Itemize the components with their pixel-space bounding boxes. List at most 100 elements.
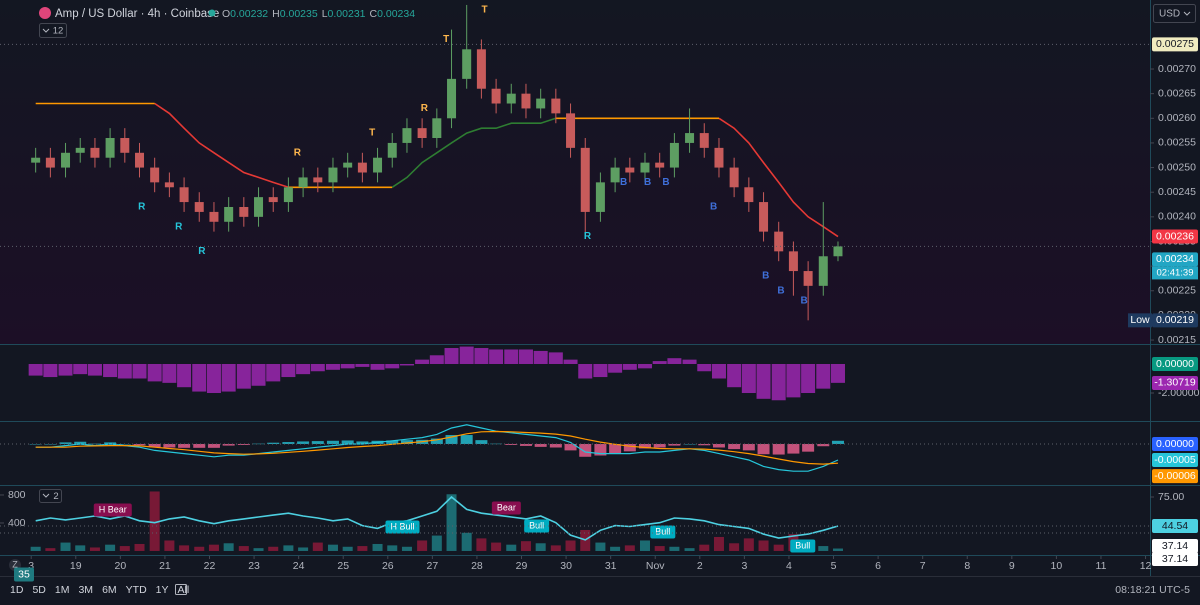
range-button[interactable]: 1Y [156, 584, 169, 596]
macd-bar [311, 441, 324, 444]
range-button[interactable]: 5D [32, 584, 46, 596]
macd-bar [772, 443, 785, 455]
histogram-bar [310, 363, 325, 372]
histogram-bar [830, 363, 845, 383]
range-button[interactable]: 6M [102, 584, 117, 596]
divergence-label: Bull [795, 540, 810, 550]
range-button[interactable]: 3M [78, 584, 93, 596]
histogram-bar [266, 363, 281, 382]
value-badge [1152, 452, 1198, 467]
volume-bar [446, 494, 457, 551]
volume-bar [105, 544, 116, 551]
histogram-bar [593, 363, 608, 378]
volume-bar [491, 542, 502, 551]
volume-bar [268, 546, 279, 551]
range-button[interactable]: 1D [10, 584, 24, 596]
candle-body [432, 118, 442, 139]
candle-body [685, 133, 695, 143]
x-tick-label: 26 [382, 560, 394, 572]
x-tick-label: 22 [204, 560, 216, 572]
range-button[interactable]: YTD [126, 584, 147, 596]
ohlc: O0.00232 H0.00235 L0.00231 C0.00234 [222, 8, 415, 20]
value-badge-label: 35 [18, 568, 30, 580]
range-button[interactable]: 1M [55, 584, 70, 596]
candle-body [313, 177, 323, 183]
pane-toggle[interactable] [39, 489, 62, 503]
indicator-toggle[interactable] [39, 23, 67, 38]
candle-body [655, 162, 665, 168]
histogram-bar [504, 349, 519, 364]
histogram-bar [132, 363, 147, 379]
candle-body [640, 162, 650, 173]
histogram-bar [370, 363, 385, 370]
candle-body [150, 167, 160, 183]
candle-body [179, 187, 189, 203]
candle-body [343, 162, 353, 168]
candle-body [595, 182, 605, 212]
signal-marker: R [138, 202, 146, 213]
value-badge [1152, 539, 1198, 554]
candle-body [774, 231, 784, 252]
candle-body [669, 142, 679, 168]
y-tick-label: 0.00250 [1158, 161, 1196, 173]
histogram-bar [340, 363, 355, 369]
value-badge-label: 0.00236 [1156, 230, 1194, 242]
currency-select[interactable] [1153, 4, 1196, 23]
divergence-label: Bull [529, 520, 544, 530]
signal-marker: B [762, 271, 769, 282]
candle-body [699, 133, 709, 148]
histogram-bar [28, 363, 43, 376]
x-tick-label: 3 [741, 560, 747, 572]
volume-bar [729, 543, 740, 551]
macd-bar [564, 443, 577, 451]
volume-bar [387, 545, 398, 551]
macd-bar [623, 443, 636, 452]
volume-bar [639, 540, 650, 551]
divergence-label-bg [385, 520, 420, 534]
divergence-label-bg [790, 539, 816, 553]
x-tick-label: 27 [427, 560, 439, 572]
value-badge [1152, 375, 1198, 390]
candle-body [135, 152, 145, 168]
volume-bar [595, 542, 606, 551]
signal-marker: T [443, 34, 449, 45]
volume-pane: H Bear Bear H Bull Bull Bull Bull [30, 491, 843, 553]
candle-body [447, 78, 457, 119]
volume-bar [758, 540, 769, 551]
histogram-bar [103, 363, 118, 378]
histogram-bar [548, 352, 563, 364]
histogram-bar [385, 363, 400, 369]
date-range-icon[interactable] [175, 584, 187, 595]
countdown-bg [1152, 266, 1198, 280]
symbol-icon [39, 7, 51, 19]
signal-marker: T [481, 5, 487, 16]
y-tick-label: 0.00270 [1158, 63, 1196, 75]
value-badge [1152, 229, 1198, 244]
volume-bar [818, 546, 829, 551]
candle-body [224, 206, 234, 222]
histogram-bar [578, 363, 593, 379]
volume-bar [30, 546, 41, 551]
histogram-bar [206, 363, 221, 394]
histogram-bar [296, 363, 311, 375]
status-dot [208, 9, 216, 17]
volume-bar [699, 544, 710, 551]
histogram-bar [429, 355, 444, 364]
volume-bar [713, 536, 724, 551]
volume-bar [298, 547, 309, 551]
candle-body [387, 142, 397, 158]
macd-bar [163, 443, 176, 448]
histogram-bar [533, 350, 548, 364]
symbol-title[interactable]: Amp / US Dollar · 4h · Coinbase [55, 8, 219, 20]
divergence-label-bg [491, 501, 521, 515]
signal-marker: R [175, 221, 183, 232]
oscillator-line [35, 495, 839, 541]
x-tick-label: 19 [70, 560, 82, 572]
y-tick-label: 0.00255 [1158, 137, 1196, 149]
value-badge-label: 37.14 [1162, 540, 1188, 552]
range-button[interactable]: All [178, 584, 190, 596]
volume-bar [149, 491, 160, 551]
candle-body [818, 256, 828, 286]
main-pane-bg [0, 0, 1150, 344]
